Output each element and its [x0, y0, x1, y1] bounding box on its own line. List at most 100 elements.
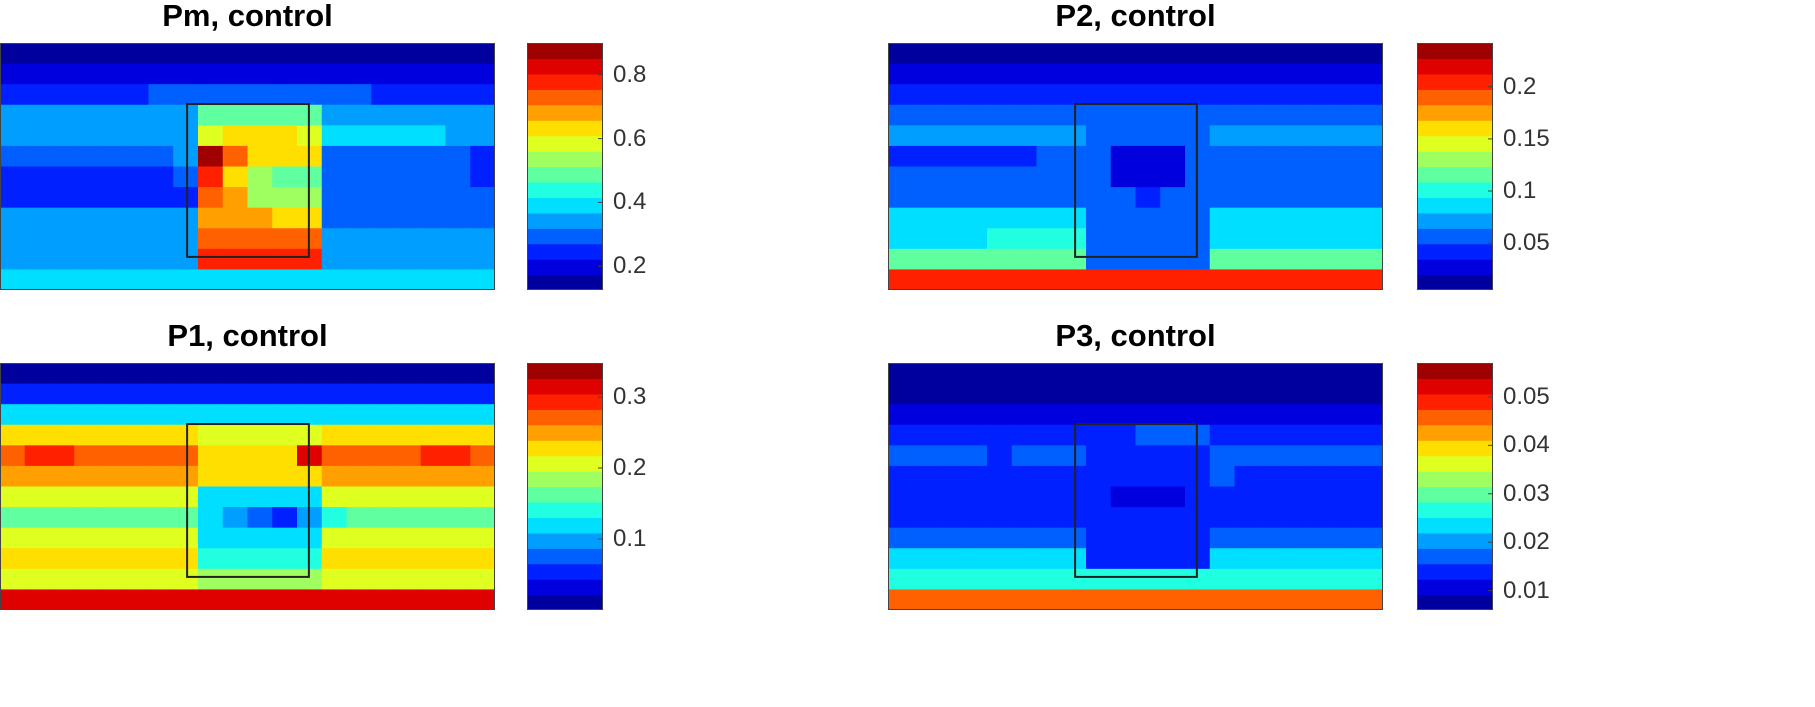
heatmap-cell [1234, 63, 1260, 85]
heatmap-cell [222, 63, 249, 85]
heatmap-cell [1209, 248, 1236, 271]
heatmap-cell [173, 63, 199, 85]
heatmap-cell [1086, 207, 1112, 229]
heatmap-cell [1333, 486, 1359, 508]
heatmap-cell [1110, 507, 1137, 529]
colorbar-segment [527, 135, 603, 152]
panel-p3: P3, control 0.01 0.02 0.03 0.04 0.05 [888, 318, 1768, 650]
heatmap-cell [1036, 207, 1062, 229]
heatmap-cell [1209, 363, 1236, 385]
heatmap-cell [1011, 63, 1038, 85]
heatmap-cell [1209, 507, 1236, 529]
colorbar-tick-label: 0.15 [1503, 124, 1550, 152]
heatmap-cell [74, 63, 100, 85]
heatmap-cell [470, 445, 495, 467]
heatmap-cell [1160, 507, 1186, 529]
heatmap-cell [445, 589, 471, 610]
heatmap-cell [888, 507, 914, 529]
heatmap-cell [1284, 187, 1310, 209]
heatmap-cell [470, 424, 495, 446]
heatmap-cell [222, 383, 249, 405]
colorbar-tick-label: 0.1 [1503, 176, 1537, 204]
heatmap-cell [1259, 166, 1285, 188]
colorbar-tick-label: 0.4 [613, 188, 647, 216]
heatmap-cell [321, 207, 348, 229]
heatmap-cell [1333, 363, 1359, 385]
heatmap-cell [74, 507, 100, 529]
heatmap-cell [222, 43, 249, 65]
heatmap-cell [1333, 465, 1359, 488]
heatmap-cell [1086, 166, 1112, 188]
heatmap-cell [99, 404, 125, 426]
heatmap-cell [99, 248, 125, 271]
heatmap-cell [198, 465, 224, 488]
heatmap-cell [937, 125, 963, 147]
heatmap-cell [470, 248, 495, 271]
heatmap-cell [888, 589, 914, 610]
heatmap-cell [173, 187, 199, 209]
heatmap-cell [937, 507, 963, 529]
heatmap-cell [24, 228, 51, 250]
heatmap-cell [99, 568, 125, 591]
heatmap-cell [1358, 424, 1383, 446]
heatmap-cell [937, 589, 963, 610]
colorbar-segment [527, 151, 603, 168]
heatmap-cell [420, 63, 447, 85]
heatmap-cell [937, 269, 963, 290]
heatmap-cell [222, 166, 249, 188]
colorbar-tick-label: 0.2 [1503, 72, 1537, 100]
heatmap-cell [962, 465, 988, 488]
heatmap-cell [1284, 507, 1310, 529]
panel-pm: Pm, control 0.2 0.4 0.6 0.8 [0, 0, 880, 330]
heatmap-cell [173, 465, 199, 488]
heatmap-cell [1358, 228, 1383, 250]
heatmap-cell [1011, 248, 1038, 271]
heatmap-cell [470, 84, 495, 106]
heatmap-cell [1160, 465, 1186, 488]
heatmap-cell [937, 527, 963, 549]
heatmap-cell [222, 527, 249, 549]
heatmap-cell [272, 445, 298, 467]
heatmap-cell [272, 125, 298, 147]
heatmap-cell [420, 548, 447, 570]
heatmap-cell [1358, 568, 1383, 591]
heatmap-cell [123, 527, 150, 549]
colorbar-frame [1417, 43, 1493, 290]
heatmap-cell [1011, 269, 1038, 290]
heatmap-cell [49, 527, 75, 549]
heatmap-cell [74, 207, 100, 229]
heatmap-cell [1333, 383, 1359, 405]
heatmap-cell [1259, 84, 1285, 106]
heatmap-cell [272, 424, 298, 446]
colorbar-segment [527, 104, 603, 121]
heatmap-cell [321, 145, 348, 168]
heatmap-cell [371, 84, 397, 106]
heatmap-cell [1011, 445, 1038, 467]
heatmap-cell [1185, 43, 1211, 65]
heatmap-cell [99, 145, 125, 168]
heatmap-cell [321, 527, 348, 549]
heatmap-cell [1209, 465, 1236, 488]
heatmap-cell [148, 125, 174, 147]
heatmap-cell [987, 445, 1013, 467]
heatmap-cell [1259, 248, 1285, 271]
heatmap-cell [99, 63, 125, 85]
heatmap-cell [1259, 228, 1285, 250]
colorbar-segment [527, 579, 603, 596]
heatmap-cell [0, 125, 26, 147]
heatmap [888, 363, 1383, 610]
heatmap-cell [912, 445, 939, 467]
colorbar-segment [1417, 378, 1493, 395]
colorbar-segment [1417, 440, 1493, 457]
colorbar-segment [1417, 58, 1493, 75]
heatmap-cell [1234, 363, 1260, 385]
heatmap-cell [1234, 424, 1260, 446]
heatmap-cell [1333, 445, 1359, 467]
heatmap-cell [1259, 187, 1285, 209]
heatmap-cell [1284, 465, 1310, 488]
heatmap-cell [1308, 445, 1335, 467]
heatmap-cell [346, 424, 372, 446]
heatmap-cell [247, 84, 273, 106]
heatmap-cell [396, 63, 422, 85]
heatmap-cell [0, 228, 26, 250]
